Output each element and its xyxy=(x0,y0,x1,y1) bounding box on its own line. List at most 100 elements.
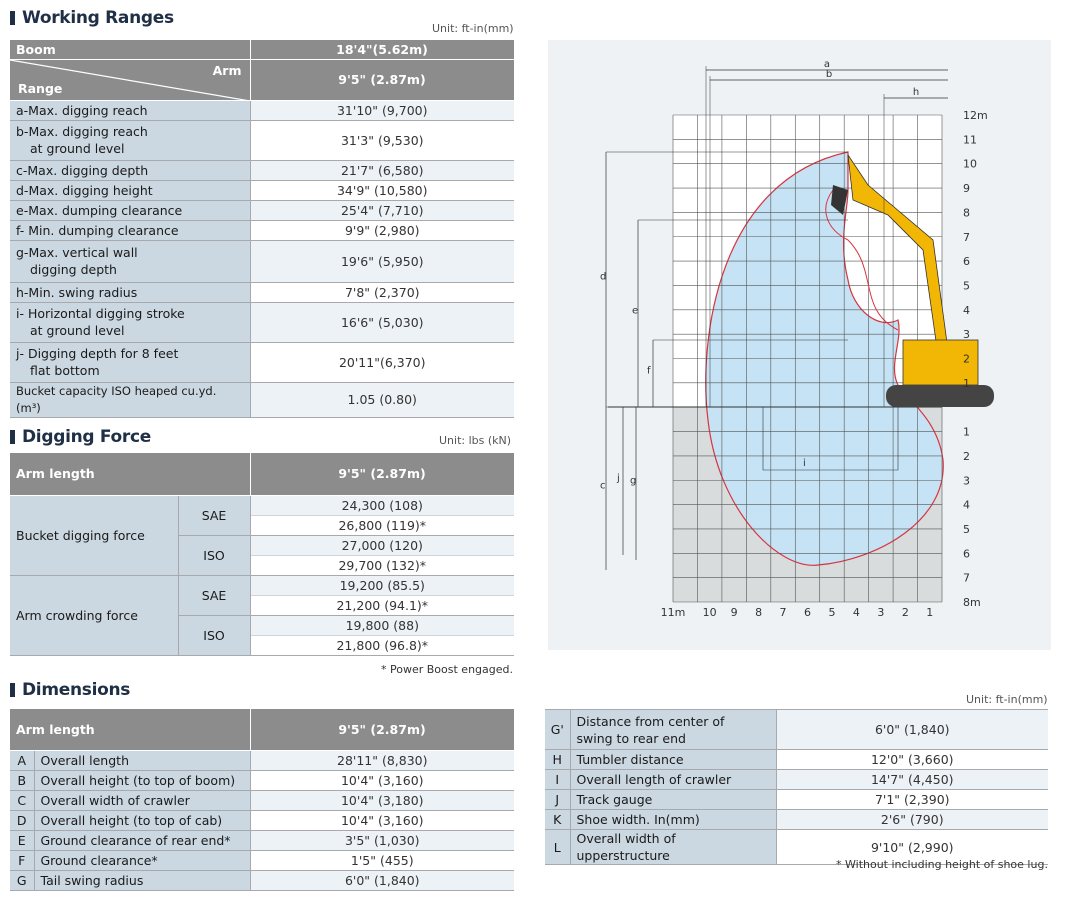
bucket-digging-force-label: Bucket digging force xyxy=(10,495,179,576)
dimensions-title: Dimensions xyxy=(10,680,130,700)
dimension-label: Overall width of upperstructure xyxy=(570,829,777,865)
arm-crowding-force-label: Arm crowding force xyxy=(10,575,179,656)
dimension-label: Distance from center of swing to rear end xyxy=(570,709,777,750)
table-row: i- Horizontal digging stroke at ground le… xyxy=(10,302,514,343)
dimension-value: 9'10" (2,990) xyxy=(776,829,1048,865)
table-row: Bucket digging force SAE 24,300 (108) xyxy=(10,495,515,576)
dimension-value: 28'11" (8,830) xyxy=(250,750,515,771)
standard-label: SAE xyxy=(178,575,251,616)
force-value: 19,800 (88) xyxy=(250,615,515,636)
table-row: d-Max. digging height 34'9" (10,580) xyxy=(10,180,514,201)
dimension-label: Shoe width. In(mm) xyxy=(570,809,777,830)
force-value: 24,300 (108) xyxy=(250,495,515,516)
y-axis-label: 4 xyxy=(963,304,970,317)
y-axis-label: 12m xyxy=(963,109,988,122)
arm-length-value: 9'5" (2.87m) xyxy=(250,453,515,496)
dimension-value: 10'4" (3,160) xyxy=(250,770,515,791)
y-axis-label: 6 xyxy=(963,547,970,560)
range-label: f- Min. dumping clearance xyxy=(10,220,251,241)
x-axis-label: 7 xyxy=(780,606,787,619)
range-label: Range xyxy=(18,80,63,96)
table-row: g-Max. vertical wall digging depth 19'6" (… xyxy=(10,240,514,283)
bucket-curve xyxy=(825,189,899,331)
dimension-label-e: e xyxy=(632,306,638,317)
dimension-value: 10'4" (3,180) xyxy=(250,790,515,811)
label-line: Bucket capacity ISO heaped cu.yd. (m³) xyxy=(16,383,217,415)
label-line-2: flat bottom xyxy=(30,363,100,378)
y-axis-label: 5 xyxy=(963,523,970,536)
table-row: a-Max. digging reach 31'10" (9,700) xyxy=(10,100,514,121)
range-value: 21'7" (6,580) xyxy=(250,160,514,181)
table-row: K Shoe width. In(mm) 2'6" (790) xyxy=(545,809,1048,830)
y-axis-label: 8 xyxy=(963,206,970,219)
table-row: b-Max. digging reach at ground level 31'3"… xyxy=(10,120,514,161)
y-axis-label: 9 xyxy=(963,182,970,195)
dimension-label-c: c xyxy=(600,481,606,492)
table-row: j- Digging depth for 8 feet flat bottom 20… xyxy=(10,342,514,383)
range-label: Bucket capacity ISO heaped cu.yd. (m³) xyxy=(10,382,251,418)
arm-length-label: Arm length xyxy=(10,709,251,751)
range-value: 9'9" (2,980) xyxy=(250,220,514,241)
range-value: 20'11"(6,370) xyxy=(250,342,514,383)
table-row: D Overall height (to top of cab) 10'4" (3,… xyxy=(10,810,515,831)
x-axis-label: 5 xyxy=(828,606,835,619)
table-row: 26,800 (119)* xyxy=(10,515,515,536)
table-row: 21,200 (94.1)* xyxy=(10,595,515,616)
standard-label: ISO xyxy=(178,615,251,656)
table-row: ISO 27,000 (120) xyxy=(10,535,515,576)
dimension-key: C xyxy=(10,790,35,811)
range-value: 16'6" (5,030) xyxy=(250,302,514,343)
label-line: g-Max. vertical wall xyxy=(16,245,138,260)
y-axis-label: 3 xyxy=(963,328,970,341)
boom-label: Boom xyxy=(10,40,251,60)
force-value: 26,800 (119)* xyxy=(250,515,515,536)
y-axis-label: 11 xyxy=(963,133,977,146)
y-axis-label: 6 xyxy=(963,255,970,268)
dimension-label-b: b xyxy=(826,69,832,80)
force-value: 21,800 (96.8)* xyxy=(250,635,515,656)
cab xyxy=(902,339,979,386)
range-value: 34'9" (10,580) xyxy=(250,180,514,201)
range-value: 19'6" (5,950) xyxy=(250,240,514,283)
table-row: I Overall length of crawler 14'7" (4,450) xyxy=(545,769,1048,790)
x-axis-label: 11m xyxy=(661,606,686,619)
table-row: A Overall length 28'11" (8,830) xyxy=(10,750,515,771)
range-value: 1.05 (0.80) xyxy=(250,382,514,418)
title-text: Dimensions xyxy=(22,680,131,700)
arm-length-label: Arm length xyxy=(10,453,251,496)
y-axis-label: 7 xyxy=(963,572,970,585)
arm-value: 9'5" (2.87m) xyxy=(250,59,515,101)
dimension-label-h: h xyxy=(913,87,919,98)
y-axis-label: 1 xyxy=(963,377,970,390)
table-row: J Track gauge 7'1" (2,390) xyxy=(545,789,1048,810)
force-value: 29,700 (132)* xyxy=(250,555,515,576)
y-axis-label: 1 xyxy=(963,426,970,439)
dimension-key: I xyxy=(545,769,571,790)
digging-force-title: Digging Force xyxy=(10,427,151,447)
dimension-label-i: i xyxy=(803,458,806,469)
label-line-2: swing to rear end xyxy=(576,730,686,746)
dimension-label: Overall height (to top of boom) xyxy=(34,770,251,791)
range-value: 31'10" (9,700) xyxy=(250,100,514,121)
bucket xyxy=(831,185,848,215)
y-axis-label: 8m xyxy=(963,596,981,609)
dimension-label: Ground clearance of rear end* xyxy=(34,830,251,851)
dimension-key: J xyxy=(545,789,571,810)
y-axis-label: 3 xyxy=(963,474,970,487)
arm-label: Arm xyxy=(212,62,242,78)
range-label: c-Max. digging depth xyxy=(10,160,251,181)
arm-range-header: Arm Range xyxy=(10,59,251,101)
dimension-value: 12'0" (3,660) xyxy=(776,749,1048,770)
dimension-value: 14'7" (4,450) xyxy=(776,769,1048,790)
dimension-key: A xyxy=(10,750,35,771)
label-line: j- Digging depth for 8 feet xyxy=(16,346,179,361)
label-line: Track gauge xyxy=(576,792,653,807)
y-axis-label: 10 xyxy=(963,158,977,171)
working-ranges-table: Boom 18'4"(5.62m) Arm Range 9'5" (2.87m) … xyxy=(10,40,515,418)
digging-force-unit: Unit: lbs (kN) xyxy=(439,434,512,447)
label-line: Distance from center of xyxy=(576,713,725,729)
label-line: h-Min. swing radius xyxy=(16,284,138,300)
table-row: e-Max. dumping clearance 25'4" (7,710) xyxy=(10,200,514,221)
label-line: Overall width of upperstructure xyxy=(576,831,676,863)
dimensions-table-left: Arm length 9'5" (2.87m) A Overall length 28… xyxy=(10,709,515,891)
